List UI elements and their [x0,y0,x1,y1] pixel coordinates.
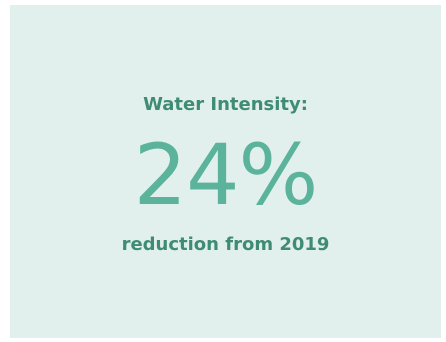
water-intensity-card: Water Intensity: 24% reduction from 2019 [10,5,441,338]
metric-caption: reduction from 2019 [121,234,330,255]
metric-title: Water Intensity: [143,94,308,115]
metric-value: 24% [133,126,319,224]
